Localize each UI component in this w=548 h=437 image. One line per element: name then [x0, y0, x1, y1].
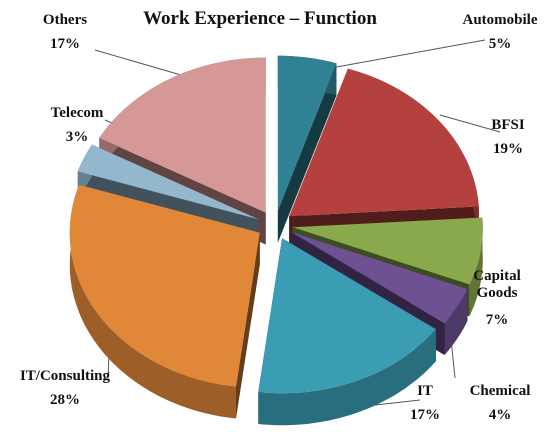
category-label: BFSI	[491, 117, 525, 133]
value-label: 17%	[50, 36, 80, 52]
category-label: IT/Consulting	[19, 368, 111, 384]
value-label: 5%	[488, 36, 512, 52]
value-label: 19%	[493, 141, 523, 157]
leader-line	[374, 399, 421, 406]
leader-line	[439, 114, 501, 133]
slice	[277, 55, 337, 211]
category-label: Others	[42, 12, 88, 28]
value-label: 4%	[488, 407, 512, 423]
slice	[289, 68, 479, 217]
slice-side	[277, 63, 337, 243]
value-label: 17%	[410, 407, 440, 423]
category-label: Telecom	[50, 105, 104, 121]
slice	[77, 144, 259, 220]
slices	[69, 55, 483, 426]
value-label: 3%	[65, 129, 89, 145]
leader-line	[319, 39, 486, 71]
slice	[99, 57, 266, 213]
slice-side	[69, 184, 236, 419]
slice-side	[236, 232, 260, 419]
slice-side	[469, 217, 483, 317]
slice-side	[444, 289, 468, 355]
slice	[290, 231, 468, 323]
category-label: Chemical	[469, 383, 531, 399]
category-label: Automobile	[462, 12, 538, 28]
chart-title: Work Experience – Function	[143, 8, 377, 29]
category-label: IT	[417, 383, 433, 399]
slice	[69, 184, 260, 387]
category-label: Capital Goods	[473, 268, 521, 301]
value-label: 7%	[485, 312, 509, 328]
slice-side	[258, 329, 436, 426]
slice	[292, 217, 483, 285]
value-label: 28%	[50, 392, 80, 408]
slice	[258, 238, 436, 394]
